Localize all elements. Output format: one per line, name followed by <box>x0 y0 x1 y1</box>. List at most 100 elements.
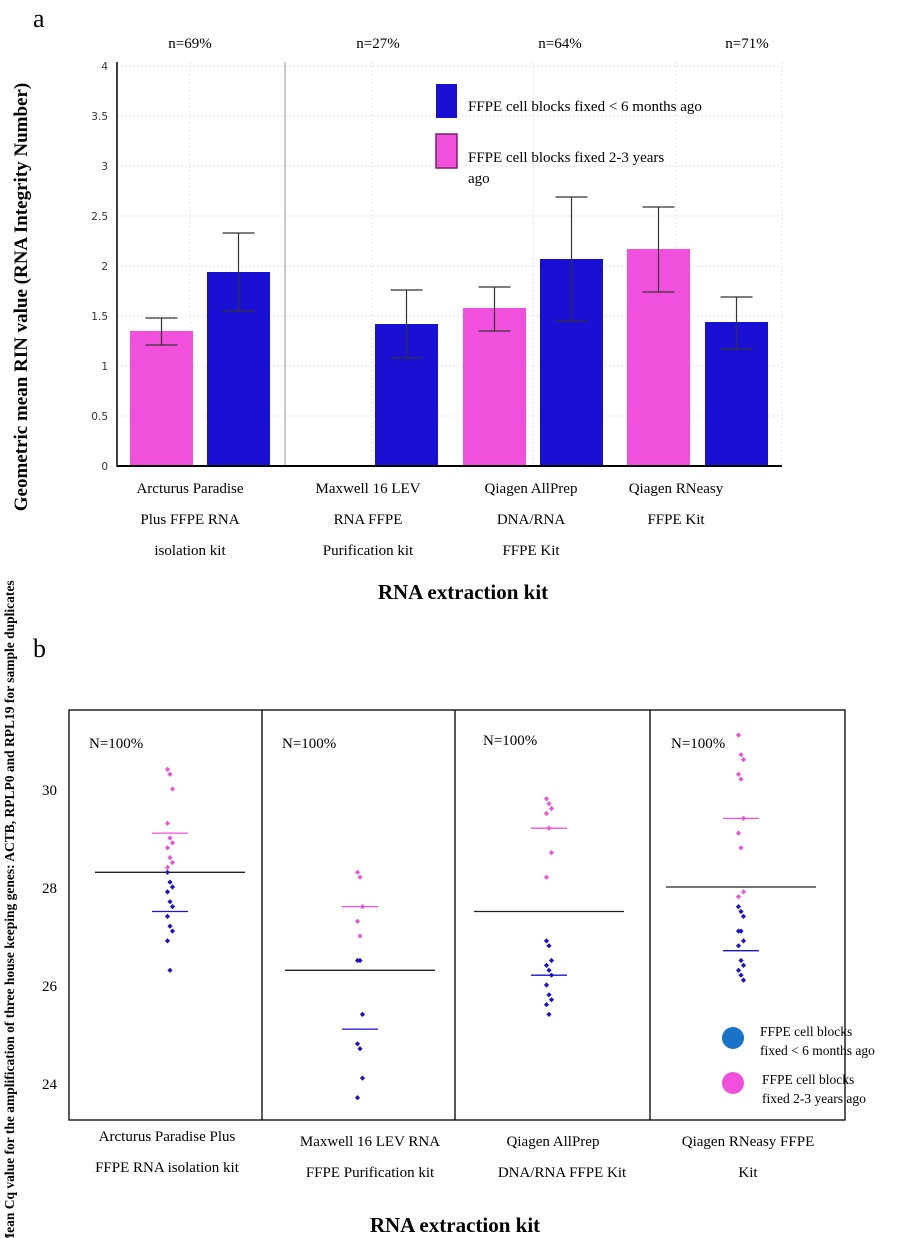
data-point <box>735 830 742 836</box>
data-point <box>740 913 747 919</box>
panel-a-cat-3-line1: Qiagen AllPrep <box>485 481 578 497</box>
y-tick-label: 24 <box>42 1077 58 1093</box>
panel-a-n-label-1: n=69% <box>168 36 211 52</box>
panel-a-cat-3-line2: DNA/RNA <box>497 512 566 528</box>
panel-b-points <box>164 732 747 1101</box>
data-point <box>735 967 742 973</box>
data-point <box>164 864 171 870</box>
panel-b-cat-4-line1: Qiagen RNeasy FFPE <box>682 1134 815 1150</box>
data-point <box>548 850 555 856</box>
data-point <box>546 801 552 807</box>
data-point <box>738 845 744 851</box>
legend-b-label-old-line2: fixed 2-3 years ago <box>762 1091 866 1106</box>
data-point <box>354 1095 361 1101</box>
data-point <box>548 972 555 978</box>
data-point <box>543 962 550 968</box>
panel-a-n-labels: n=69% n=27% n=64% n=71% <box>168 36 768 52</box>
data-point <box>167 899 173 905</box>
panel-b-n-label-3: N=100% <box>483 733 537 749</box>
data-point <box>548 957 555 964</box>
data-point <box>543 938 550 944</box>
data-point <box>359 1075 366 1081</box>
legend-a-label-old-line1: FFPE cell blocks fixed 2-3 years <box>468 150 664 166</box>
data-point <box>738 928 744 934</box>
panel-b-y-tick-labels: 24 26 28 30 <box>42 783 58 1093</box>
panel-b-cat-2-line2: FFPE Purification kit <box>306 1165 435 1181</box>
panel-a-cat-1-line3: isolation kit <box>154 543 226 559</box>
data-point <box>543 874 550 880</box>
data-point <box>548 997 555 1003</box>
data-point <box>738 908 744 915</box>
panel-b-cat-1-line2: FFPE RNA isolation kit <box>95 1160 240 1176</box>
data-point <box>164 869 171 875</box>
data-point <box>740 757 747 763</box>
data-point <box>357 933 363 939</box>
y-tick-label: 4 <box>101 61 108 73</box>
panel-a-n-label-4: n=71% <box>725 36 768 52</box>
data-point <box>543 982 550 988</box>
data-point <box>169 904 176 910</box>
panel-b-n-label-4: N=100% <box>671 736 725 752</box>
data-point <box>738 752 744 758</box>
panel-b-category-labels: Arcturus Paradise Plus FFPE RNA isolatio… <box>95 1129 814 1181</box>
y-tick-label: 1.5 <box>91 311 108 323</box>
data-point <box>546 943 552 949</box>
panel-b-cat-3-line1: Qiagen AllPrep <box>507 1134 600 1150</box>
data-point <box>167 855 173 861</box>
y-tick-label: 30 <box>42 783 57 799</box>
data-point <box>359 904 366 910</box>
y-tick-label: 3.5 <box>91 111 108 123</box>
legend-b-swatch-old <box>722 1072 744 1094</box>
bar <box>130 331 193 466</box>
data-point <box>546 992 552 998</box>
panel-a-x-axis-title: RNA extraction kit <box>378 580 548 604</box>
data-point <box>354 869 361 875</box>
data-point <box>164 938 171 944</box>
data-point <box>164 889 171 895</box>
data-point <box>169 840 176 846</box>
panel-a-cat-2-line1: Maxwell 16 LEV <box>316 481 421 497</box>
panel-a-n-label-2: n=27% <box>356 36 399 52</box>
data-point <box>740 815 747 821</box>
panel-a-cat-2-line2: RNA FFPE <box>334 512 403 528</box>
data-point <box>546 967 552 973</box>
panel-a-cat-4-line2: FFPE Kit <box>647 512 705 528</box>
data-point <box>167 967 173 973</box>
data-point <box>735 732 742 738</box>
data-point <box>738 776 744 782</box>
panel-a-y-axis-title: Geometric mean RIN value (RNA Integrity … <box>11 83 32 511</box>
data-point <box>735 943 742 949</box>
panel-a-error-bars <box>145 196 753 359</box>
y-tick-label: 0.5 <box>91 411 108 423</box>
y-tick-label: 3 <box>101 161 108 173</box>
legend-a-label-recent: FFPE cell blocks fixed < 6 months ago <box>468 99 702 115</box>
panel-a-cat-1-line1: Arcturus Paradise <box>136 481 243 497</box>
data-point <box>354 918 361 924</box>
panel-b-frame <box>68 709 846 1121</box>
legend-b-label-old-line1: FFPE cell blocks <box>762 1072 854 1087</box>
legend-a-label-old-line2: ago <box>468 171 490 187</box>
panel-b-n-label-1: N=100% <box>89 736 143 752</box>
y-tick-label: 2.5 <box>91 211 108 223</box>
data-point <box>546 825 552 831</box>
panel-a-cat-4-line1: Qiagen RNeasy <box>629 481 724 497</box>
data-point <box>735 894 742 900</box>
data-point <box>167 879 173 885</box>
panel-a-y-tick-labels: 0 0.5 1 1.5 2 2.5 3 3.5 4 <box>91 61 108 473</box>
data-point <box>357 874 363 880</box>
data-point <box>167 771 173 777</box>
panel-a-cat-2-line3: Purification kit <box>323 543 414 559</box>
data-point <box>164 913 171 919</box>
legend-a-swatch-recent <box>436 84 457 118</box>
panel-b-cat-4-line2: Kit <box>738 1165 758 1181</box>
panel-b-legend: FFPE cell blocks fixed < 6 months ago FF… <box>722 1024 875 1106</box>
data-point <box>738 972 744 978</box>
panel-b-cat-3-line2: DNA/RNA FFPE Kit <box>498 1165 627 1181</box>
data-point <box>738 957 744 964</box>
data-point <box>357 1046 363 1052</box>
data-point <box>169 884 176 890</box>
panel-a-label: a <box>33 4 45 33</box>
legend-b-label-recent-line2: fixed < 6 months ago <box>760 1043 875 1058</box>
panel-a-cat-1-line2: Plus FFPE RNA <box>140 512 239 528</box>
